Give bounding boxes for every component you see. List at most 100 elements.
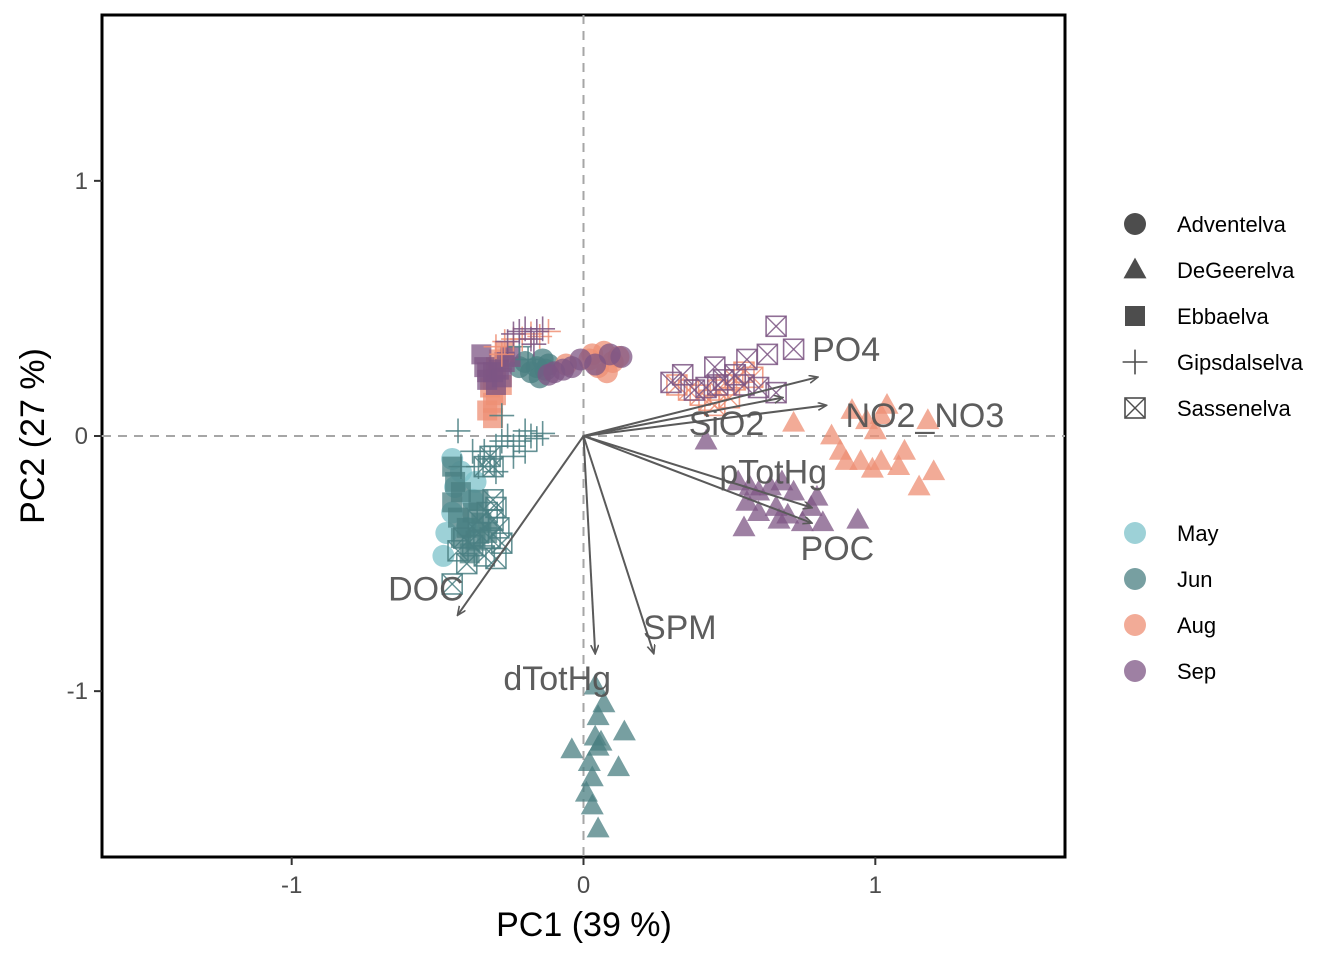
legend-label: Ebbaelva (1177, 304, 1270, 329)
data-point (500, 346, 521, 367)
legend-key (1124, 213, 1146, 235)
legend-label: Gipsdalselva (1177, 350, 1304, 375)
data-point (875, 392, 899, 414)
data-point (726, 469, 750, 491)
loading-arrow-ptothg (583, 435, 812, 507)
loading-label: SiO2 (689, 405, 765, 443)
data-point (782, 479, 806, 501)
data-point (530, 421, 556, 446)
legend-item: DeGeerelva (1123, 257, 1295, 283)
loading-label: NO2_NO3 (846, 397, 1005, 435)
x-tick-label: -1 (281, 872, 302, 899)
legend-item: Jun (1124, 567, 1212, 592)
data-point (560, 737, 584, 759)
loading-arrow-po4 (583, 377, 817, 437)
data-point (863, 418, 887, 440)
data-point (756, 343, 779, 366)
y-tick-label: -1 (67, 678, 88, 705)
data-point (477, 446, 503, 472)
data-point (501, 321, 526, 347)
data-point (849, 449, 873, 470)
data-point (782, 410, 806, 432)
data-point (512, 438, 538, 464)
legend-label: Aug (1177, 613, 1216, 638)
legend: Adventelva DeGeerelva Ebbaelva Gipsdalselva… (1122, 212, 1304, 684)
legend-item: Gipsdalselva (1122, 349, 1304, 375)
y-tick-label: 0 (75, 423, 88, 450)
data-point (887, 454, 911, 476)
series-4 (560, 673, 636, 838)
data-point (592, 691, 616, 713)
data-point (495, 423, 521, 449)
data-point (846, 507, 870, 529)
data-point (450, 482, 471, 503)
loadings-layer: PO4 NO2_NO3 SiO2 pTotHg POC DOC SPM dTotHg (388, 331, 1004, 698)
data-point (586, 704, 610, 726)
x-tick-label: 0 (577, 872, 590, 899)
legend-key (1123, 257, 1147, 279)
loading-label: POC (801, 530, 875, 568)
data-point (491, 367, 512, 388)
loading-label: DOC (388, 571, 464, 609)
legend-item: May (1124, 521, 1219, 546)
data-point (671, 363, 694, 386)
data-point (811, 510, 835, 532)
points-layer (432, 315, 946, 838)
data-point (694, 428, 718, 450)
loading-arrow-dtothg (582, 435, 596, 653)
loading-arrow-sio2 (583, 398, 782, 437)
data-point (506, 428, 532, 454)
data-point (732, 515, 756, 537)
data-point (580, 793, 604, 815)
series-3 (537, 343, 633, 386)
data-point (767, 507, 791, 529)
legend-key (1124, 568, 1146, 590)
legend-label: DeGeerelva (1177, 258, 1295, 283)
legend-item: Adventelva (1124, 212, 1287, 237)
data-point (577, 750, 601, 771)
data-point (589, 729, 613, 751)
data-point (489, 403, 515, 428)
legend-key (1124, 522, 1146, 544)
data-point (869, 449, 893, 470)
data-point (467, 509, 490, 532)
loading-arrow-doc (458, 435, 585, 615)
legend-item: Aug (1124, 613, 1216, 638)
y-axis-title: PC2 (27 %) (14, 348, 52, 524)
data-point (907, 474, 931, 496)
series-10 (445, 334, 556, 485)
data-point (612, 719, 636, 741)
data-point (607, 755, 631, 777)
legend-key (1124, 614, 1146, 636)
data-point (482, 455, 504, 478)
loading-label: PO4 (812, 331, 880, 369)
data-point (922, 459, 946, 481)
data-point (537, 363, 560, 386)
data-point (530, 316, 556, 342)
loading-label: SPM (643, 609, 717, 647)
data-point (586, 816, 610, 838)
data-point (483, 408, 504, 429)
data-point (445, 418, 471, 444)
data-point (489, 341, 515, 367)
legend-label: Jun (1177, 567, 1212, 592)
legend-item: Ebbaelva (1125, 304, 1270, 329)
data-point (770, 469, 794, 491)
axis-ticks: -1 0 1 -1 0 1 (67, 168, 882, 899)
legend-label: May (1177, 521, 1219, 546)
legend-key (1125, 306, 1145, 326)
data-point (747, 500, 771, 521)
legend-label: Adventelva (1177, 212, 1287, 237)
data-point (441, 573, 463, 595)
data-point (461, 534, 484, 557)
data-point (706, 374, 729, 396)
legend-key (1124, 660, 1146, 682)
x-axis-title: PC1 (39 %) (496, 906, 672, 944)
data-point (501, 444, 526, 469)
data-point (840, 398, 864, 419)
legend-item: Sep (1124, 659, 1216, 684)
loading-label: pTotHg (719, 453, 827, 491)
data-point (524, 426, 550, 451)
